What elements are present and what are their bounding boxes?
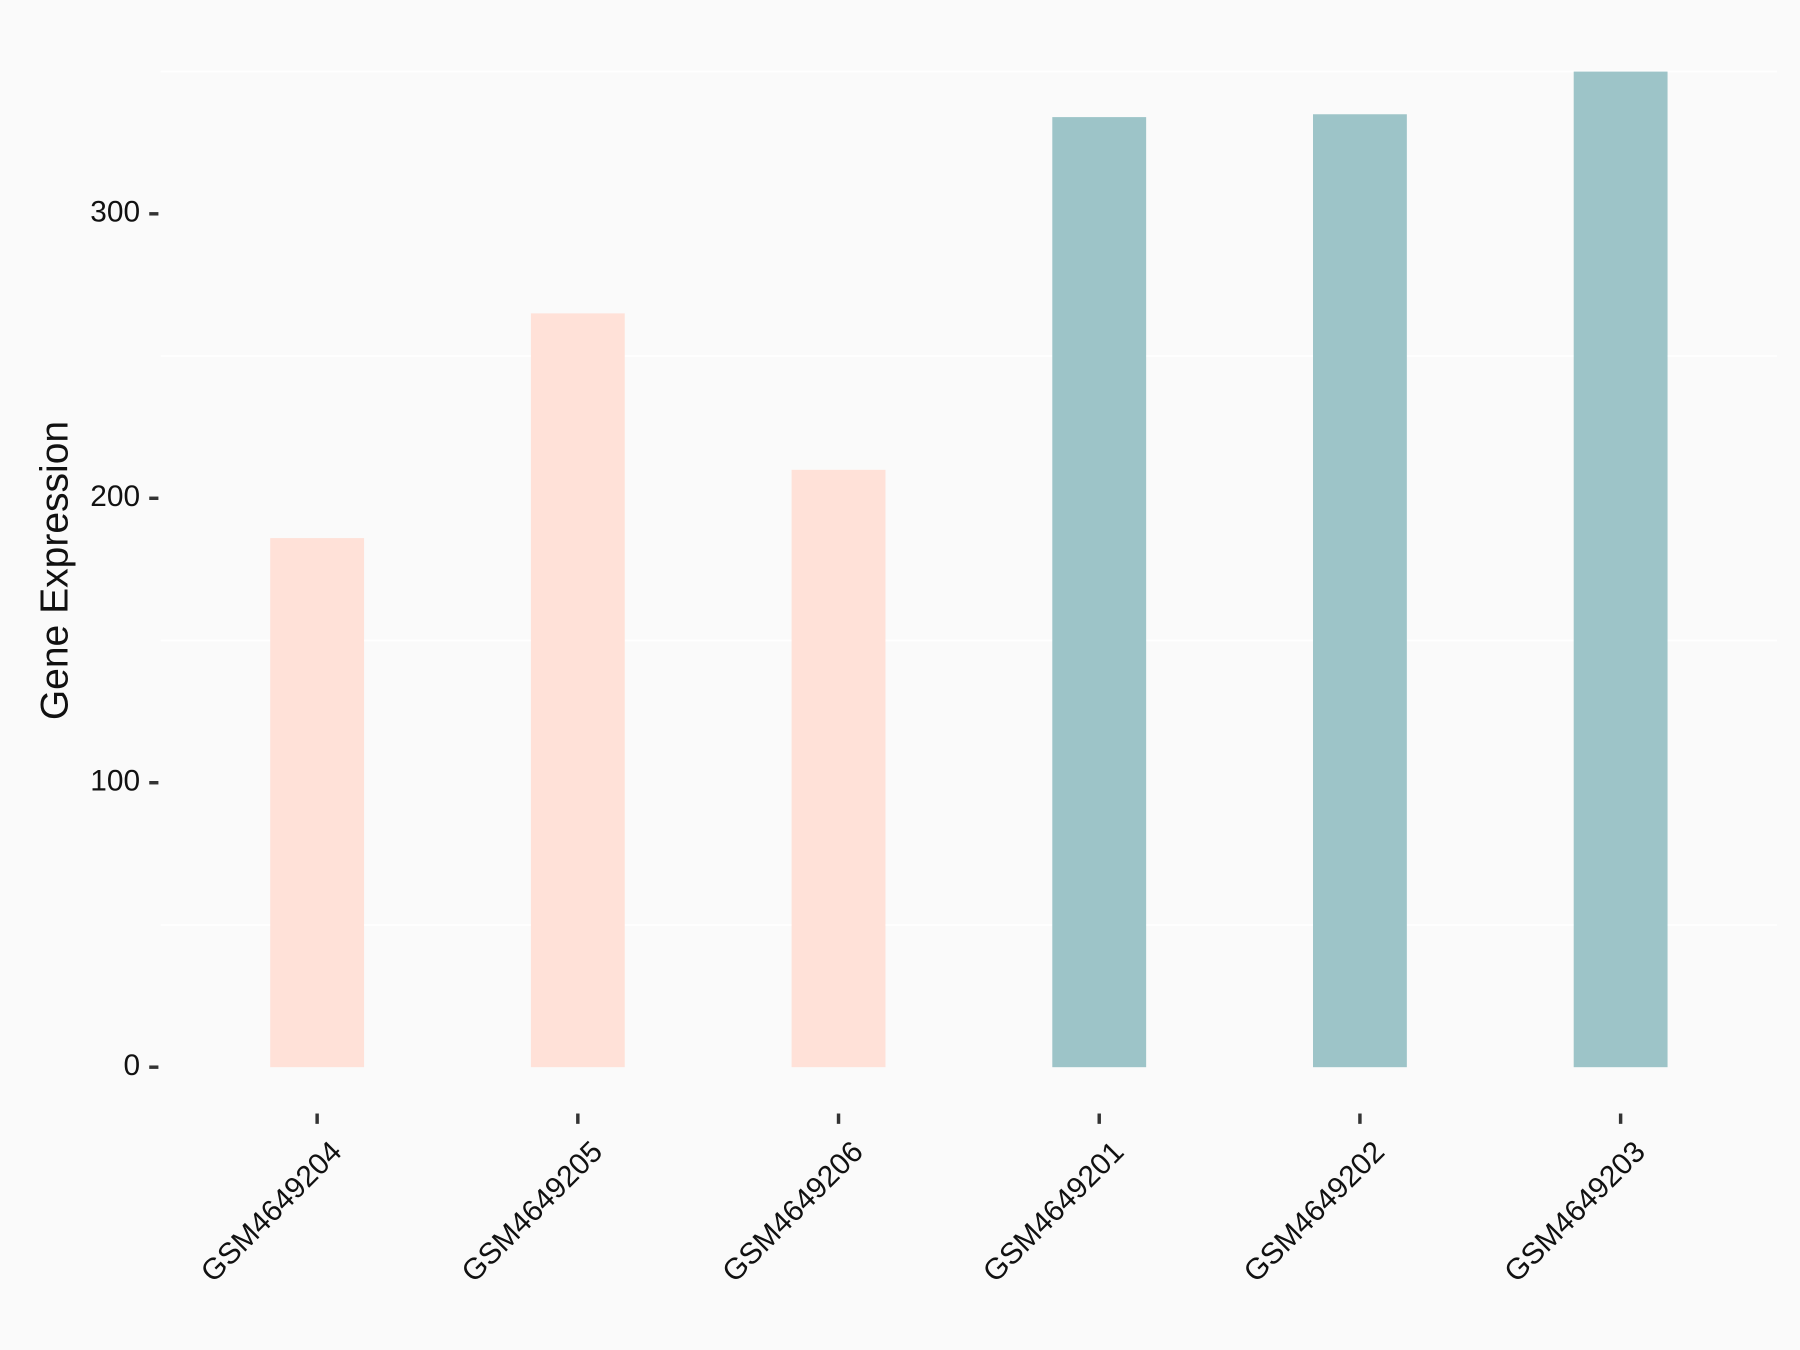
y-tick-label: 100 xyxy=(90,765,140,798)
bar xyxy=(1052,117,1147,1068)
y-axis-title: Gene Expression xyxy=(34,421,77,720)
y-tick-label: 200 xyxy=(90,480,140,513)
bar xyxy=(1312,114,1407,1068)
bar xyxy=(270,538,365,1068)
y-tick-label: 300 xyxy=(90,196,140,229)
y-tick-label: 0 xyxy=(123,1049,140,1082)
bar xyxy=(791,469,886,1068)
bar xyxy=(530,313,625,1068)
bar xyxy=(1573,71,1668,1068)
